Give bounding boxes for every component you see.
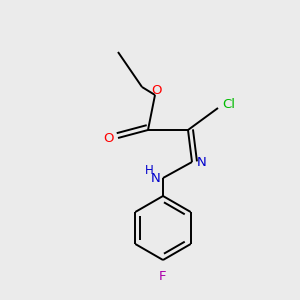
Text: N: N (197, 155, 207, 169)
Text: Cl: Cl (222, 98, 235, 112)
Text: N: N (150, 172, 160, 184)
Text: O: O (152, 83, 162, 97)
Text: F: F (159, 270, 167, 283)
Text: H: H (145, 164, 153, 176)
Text: O: O (103, 131, 114, 145)
